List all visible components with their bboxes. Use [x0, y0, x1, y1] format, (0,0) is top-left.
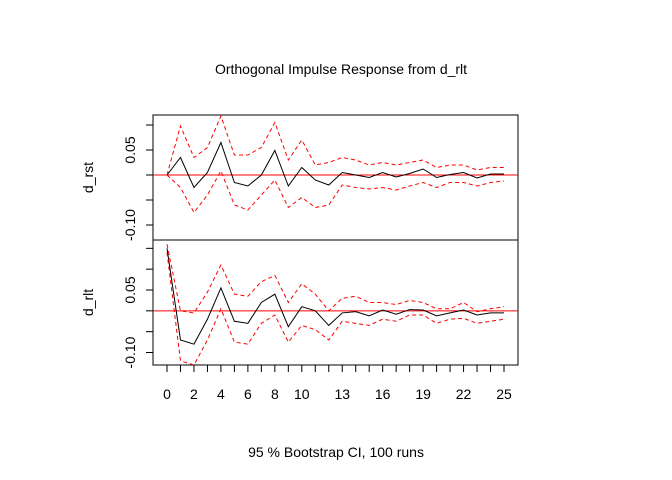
ci-upper-line-d_rlt — [166, 244, 505, 314]
panel-frame — [152, 239, 519, 366]
ci-lower-line-d_rlt — [166, 252, 505, 366]
x-axis-label: 95 % Bootstrap CI, 100 runs — [248, 444, 424, 460]
x-tick-label: 10 — [294, 386, 310, 402]
x-tick-label: 4 — [217, 386, 225, 402]
y-axis-label: d_rst — [80, 162, 96, 193]
x-tick-label: 16 — [375, 386, 391, 402]
y-tick-label: 0.05 — [122, 276, 138, 303]
x-tick-label: 2 — [190, 386, 198, 402]
ci-upper-line-d_rst — [166, 114, 504, 176]
x-tick-label: 6 — [244, 386, 252, 402]
x-tick-label: 8 — [271, 386, 279, 402]
irf-line-d_rst — [166, 141, 504, 189]
x-tick-label: 0 — [163, 386, 171, 402]
chart-title: Orthogonal Impulse Response from d_rlt — [215, 61, 467, 77]
panel-frame — [152, 114, 519, 241]
y-tick-label: 0.05 — [122, 136, 138, 163]
panel-d_rlt: 0.05 -0.10 d_rlt — [80, 239, 519, 368]
x-tick-label: 22 — [456, 386, 472, 402]
x-tick-label: 25 — [496, 386, 512, 402]
panel-d_rst: 0.05 -0.10 d_rst — [80, 114, 519, 241]
y-axis-label: d_rlt — [80, 289, 96, 316]
irf-line-d_rlt — [166, 248, 504, 345]
y-tick-label: -0.10 — [122, 209, 138, 241]
x-tick-label: 13 — [334, 386, 350, 402]
chart-panels: 0.05 -0.10 d_rst 0.05 -0.10 d_rlt — [80, 114, 519, 368]
ci-lower-line-d_rst — [166, 169, 505, 214]
y-tick-label: -0.10 — [122, 336, 138, 368]
x-tick-label: 19 — [415, 386, 431, 402]
x-axis: 0 2 4 6 8 10 13 16 19 22 25 — [163, 365, 512, 402]
